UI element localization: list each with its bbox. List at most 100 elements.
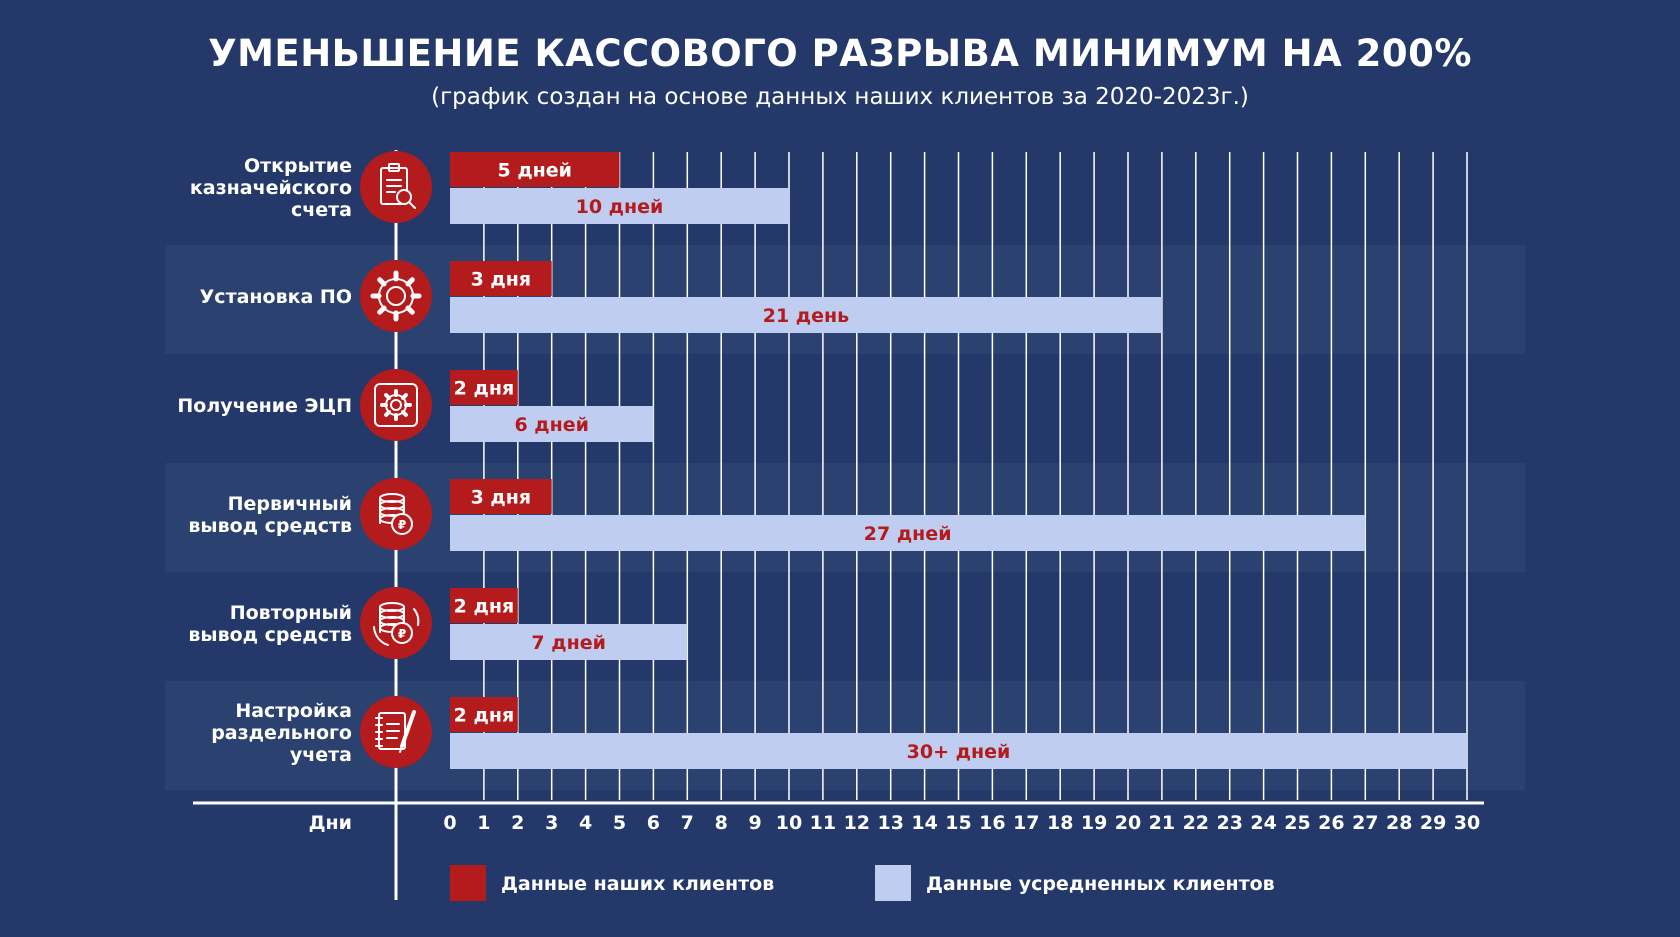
coins-cycle-icon: ₽ [360, 587, 432, 659]
bar-our-clients [450, 588, 518, 623]
category-label-line: вывод средств [188, 624, 352, 646]
x-tick-label: 25 [1284, 812, 1310, 834]
category-label-line: Первичный [228, 493, 352, 515]
x-tick-label: 24 [1250, 812, 1276, 834]
x-tick-label: 16 [979, 812, 1005, 834]
x-tick-label: 26 [1318, 812, 1344, 834]
chart-title: УМЕНЬШЕНИЕ КАССОВОГО РАЗРЫВА МИНИМУМ НА … [208, 32, 1472, 75]
notebook-pen-icon [360, 696, 432, 768]
icon-part [408, 201, 416, 209]
bar-average-clients [450, 188, 789, 224]
icon-part [378, 278, 414, 314]
legend-swatch-average-clients [875, 865, 911, 901]
x-tick-label: 10 [776, 812, 802, 834]
x-tick-label: 28 [1386, 812, 1412, 834]
category-label-line: Открытие [244, 155, 352, 177]
category-label: Настройка раздельного учета [211, 700, 352, 766]
category-label-line: казначейского [190, 177, 352, 199]
bar-our-clients [450, 261, 552, 296]
bar-average-clients [450, 515, 1366, 551]
category-label: Получение ЭЦП [177, 395, 352, 417]
bar-label-average-clients: 27 дней [864, 523, 952, 545]
bar-our-clients [450, 479, 552, 514]
bar-label-our-clients: 3 дня [471, 487, 532, 509]
chart-subtitle: (график создан на основе данных наших кл… [431, 84, 1249, 110]
gear-box-icon [360, 369, 432, 441]
icon-part [374, 383, 418, 427]
icon-part [396, 189, 412, 205]
category-label-line: учета [290, 744, 352, 766]
category-label-line: Получение ЭЦП [177, 395, 352, 417]
x-tick-label: 3 [545, 812, 558, 834]
icon-part [399, 745, 403, 753]
icon-part [373, 626, 389, 646]
icon-part [385, 394, 407, 416]
x-tick-label: 11 [810, 812, 836, 834]
category-label: Повторный вывод средств [188, 602, 352, 646]
x-tick-label: 2 [511, 812, 524, 834]
category-label-line: вывод средств [188, 515, 352, 537]
bar-average-clients [450, 733, 1467, 769]
x-tick-label: 22 [1183, 812, 1209, 834]
category-label: Первичный вывод средств [188, 493, 352, 537]
ruble-glyph: ₽ [398, 518, 406, 532]
x-tick-label: 15 [945, 812, 971, 834]
legend-label-average-clients: Данные усредненных клиентов [926, 873, 1275, 895]
x-tick-label: 20 [1115, 812, 1141, 834]
x-tick-label: 17 [1013, 812, 1039, 834]
bar-label-average-clients: 30+ дней [907, 741, 1011, 763]
icon-badge [360, 369, 432, 441]
icon-part [391, 513, 413, 535]
bar-label-average-clients: 7 дней [531, 632, 606, 654]
x-tick-label: 0 [443, 812, 456, 834]
gear-icon [360, 260, 432, 332]
x-tick-label: 21 [1149, 812, 1175, 834]
icon-part [388, 163, 400, 172]
x-tick-label: 19 [1081, 812, 1107, 834]
bar-label-our-clients: 2 дня [454, 378, 515, 400]
icon-part [386, 286, 406, 306]
bar-label-our-clients: 5 дней [497, 160, 572, 182]
category-label-line: счета [291, 199, 352, 221]
x-tick-label: 5 [613, 812, 626, 834]
icon-part [400, 710, 416, 748]
x-tick-label: 27 [1352, 812, 1378, 834]
category-label-line: Повторный [230, 602, 352, 624]
x-tick-label: 1 [477, 812, 490, 834]
bar-label-our-clients: 2 дня [454, 596, 515, 618]
x-tick-label: 29 [1420, 812, 1446, 834]
category-label: Открытие казначейского счета [190, 155, 352, 221]
legend-label-our-clients: Данные наших клиентов [501, 873, 774, 895]
x-axis-label: Дни [309, 812, 352, 834]
x-tick-label: 12 [844, 812, 870, 834]
bar-average-clients [450, 297, 1162, 333]
bar-label-our-clients: 2 дня [454, 705, 515, 727]
bar-label-average-clients: 6 дней [514, 414, 589, 436]
x-tick-label: 13 [877, 812, 903, 834]
x-tick-label: 18 [1047, 812, 1073, 834]
x-tick-label: 6 [647, 812, 660, 834]
document-search-icon [360, 151, 432, 223]
legend-swatch-our-clients [450, 865, 486, 901]
x-tick-label: 4 [579, 812, 592, 834]
category-label: Установка ПО [200, 286, 352, 308]
icon-badge [360, 587, 432, 659]
bar-our-clients [450, 152, 620, 187]
x-tick-label: 7 [681, 812, 694, 834]
icon-part [380, 167, 408, 205]
ruble-glyph: ₽ [398, 627, 406, 641]
category-label-line: Настройка [235, 700, 352, 722]
x-tick-label: 23 [1216, 812, 1242, 834]
icon-part [390, 399, 402, 411]
x-tick-label: 9 [748, 812, 761, 834]
icon-part [413, 608, 420, 626]
x-tick-label: 8 [715, 812, 728, 834]
bar-average-clients [450, 624, 688, 660]
bar-label-our-clients: 3 дня [471, 269, 532, 291]
icon-badge [360, 478, 432, 550]
category-label-line: раздельного [211, 722, 352, 744]
icon-part [391, 622, 413, 644]
x-tick-label: 30 [1454, 812, 1480, 834]
